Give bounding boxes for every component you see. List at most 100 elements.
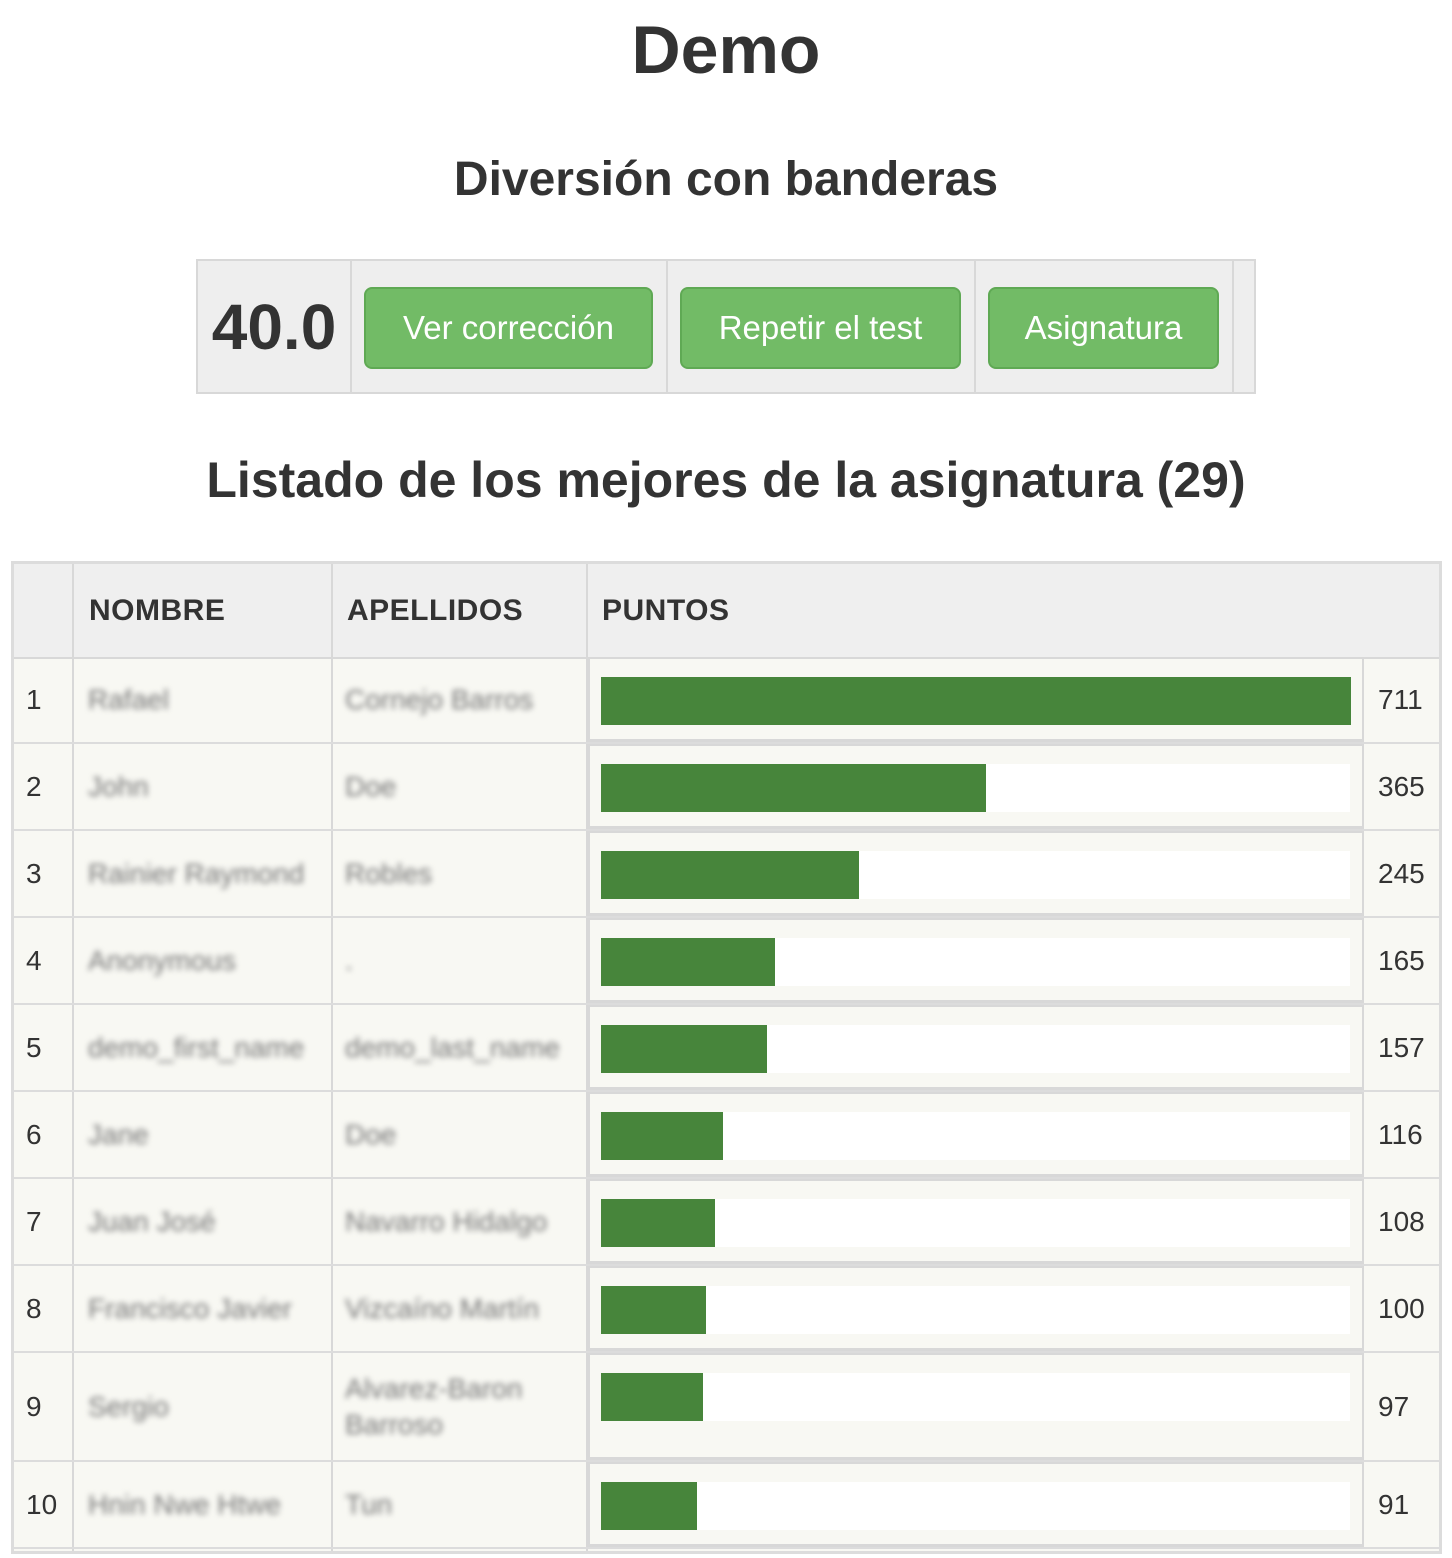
points-bar <box>601 1199 715 1247</box>
first-name: Rainier Raymond <box>88 857 305 889</box>
first-name: Francisco Javier <box>88 1292 292 1324</box>
table-header: NOMBRE APELLIDOS PUNTOS <box>14 564 1439 659</box>
rank-number: 1 <box>26 683 42 715</box>
points-bar-track <box>601 677 1351 725</box>
points-bar <box>601 1286 706 1334</box>
points-bar <box>601 851 859 899</box>
last-name: Doe <box>345 1118 397 1150</box>
divider <box>350 261 352 392</box>
divider <box>974 261 976 392</box>
points-bar <box>601 1482 697 1530</box>
table-row: 4 Anonymous. 165 <box>14 918 1439 1005</box>
first-name: demo_first_name <box>88 1031 305 1063</box>
column-header-name: NOMBRE <box>89 593 226 627</box>
rank-number: 5 <box>26 1031 42 1063</box>
table-row: 3 Rainier Raymond Robles 245 <box>14 831 1439 918</box>
column-divider <box>72 564 74 1551</box>
points-bar <box>601 1025 767 1073</box>
table-row: 1 Rafael Cornejo Barros 711 <box>14 657 1439 744</box>
points-bar-track <box>601 851 1350 899</box>
points-bar-track <box>601 1482 1350 1530</box>
retry-test-button[interactable]: Repetir el test <box>680 287 961 369</box>
points-value: 100 <box>1378 1292 1425 1324</box>
rank-number: 6 <box>26 1118 42 1150</box>
last-name: Doe <box>345 770 397 802</box>
first-name: Hnin Nwe Htwe <box>88 1488 281 1520</box>
column-header-points: PUNTOS <box>602 593 730 627</box>
points-bar-track <box>601 764 1350 812</box>
first-name: Jane <box>88 1118 149 1150</box>
divider <box>666 261 668 392</box>
rank-number: 2 <box>26 770 42 802</box>
points-bar-track <box>601 1025 1350 1073</box>
points-bar-cell <box>588 1266 1364 1351</box>
ranking-table: NOMBRE APELLIDOS PUNTOS 1 Rafael Cornejo B… <box>11 561 1442 1554</box>
table-row: 2 John Doe 365 <box>14 744 1439 831</box>
points-value: 91 <box>1378 1488 1410 1520</box>
points-bar-track <box>601 1373 1350 1421</box>
column-divider <box>586 564 588 1551</box>
points-bar-track <box>601 938 1350 986</box>
first-name: John <box>88 770 149 802</box>
table-row: 9 Sergio Alvarez-Baron Barroso 97 <box>14 1353 1439 1462</box>
rank-number: 8 <box>26 1292 42 1324</box>
points-bar-cell <box>588 1353 1364 1460</box>
points-bar-cell <box>588 831 1364 916</box>
points-value: 157 <box>1378 1031 1425 1063</box>
points-value: 108 <box>1378 1205 1425 1237</box>
points-value: 711 <box>1378 683 1423 715</box>
divider <box>1232 261 1234 392</box>
table-row: 6 Jane Doe 116 <box>14 1092 1439 1179</box>
points-bar <box>601 764 986 812</box>
last-name: Vizcaíno Martín <box>345 1292 540 1324</box>
points-value: 165 <box>1378 944 1425 976</box>
points-bar-cell <box>588 657 1364 742</box>
view-correction-button[interactable]: Ver corrección <box>364 287 653 369</box>
last-name: Tun <box>345 1488 393 1520</box>
first-name: Sergio <box>88 1390 169 1422</box>
last-name: Navarro Hidalgo <box>345 1205 548 1237</box>
table-row: 10 Hnin Nwe Htwe Tun 91 <box>14 1462 1439 1549</box>
points-value: 245 <box>1378 857 1425 889</box>
points-bar <box>601 938 775 986</box>
points-bar-cell <box>588 918 1364 1003</box>
points-value: 116 <box>1378 1118 1423 1150</box>
table-row: 5 demo_first_name demo_last_name 157 <box>14 1005 1439 1092</box>
column-header-surname: APELLIDOS <box>347 593 524 627</box>
points-bar <box>601 1112 723 1160</box>
points-bar-cell <box>588 1092 1364 1177</box>
quiz-title: Diversión con banderas <box>453 153 999 206</box>
first-name: Juan José <box>88 1205 216 1237</box>
points-bar-cell <box>588 1179 1364 1264</box>
rank-number: 7 <box>26 1205 42 1237</box>
column-divider <box>331 564 333 1551</box>
rank-number: 3 <box>26 857 42 889</box>
ranking-heading: Listado de los mejores de la asignatura … <box>206 452 1246 508</box>
points-value: 365 <box>1378 770 1425 802</box>
rank-number: 9 <box>26 1390 42 1422</box>
column-header-rank <box>22 564 72 657</box>
rank-number: 10 <box>26 1488 58 1520</box>
last-name: Robles <box>345 857 433 889</box>
first-name: Anonymous <box>88 944 236 976</box>
points-value: 97 <box>1378 1390 1410 1422</box>
points-bar <box>601 1373 703 1421</box>
points-bar-track <box>601 1112 1350 1160</box>
points-bar-cell <box>588 1005 1364 1090</box>
score-value: 40.0 <box>211 290 337 363</box>
result-panel: 40.0 Ver corrección Repetir el test Asig… <box>196 259 1256 394</box>
course-button[interactable]: Asignatura <box>988 287 1219 369</box>
table-row: 8 Francisco Javier Vizcaíno Martín 100 <box>14 1266 1439 1353</box>
points-bar <box>601 677 1351 725</box>
first-name: Rafael <box>88 683 169 715</box>
last-name: . <box>345 944 353 976</box>
points-bar-cell <box>588 744 1364 829</box>
points-bar-cell <box>588 1462 1364 1547</box>
last-name: demo_last_name <box>345 1031 560 1063</box>
points-bar-track <box>601 1199 1350 1247</box>
last-name: Alvarez-Baron Barroso <box>345 1372 523 1440</box>
last-name: Cornejo Barros <box>345 683 534 715</box>
table-row: 7 Juan José Navarro Hidalgo 108 <box>14 1179 1439 1266</box>
course-title: Demo <box>631 12 821 88</box>
rank-number: 4 <box>26 944 42 976</box>
